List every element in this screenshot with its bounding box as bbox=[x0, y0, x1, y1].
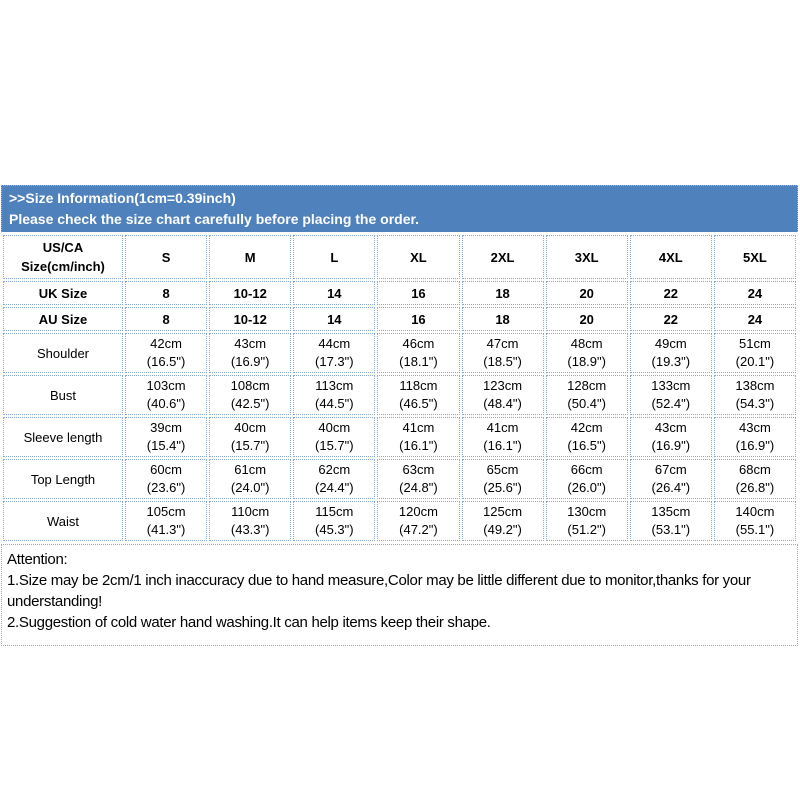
size-number-cell: 20 bbox=[545, 307, 628, 331]
size-chart-sheet: >>Size Information(1cm=0.39inch) Please … bbox=[1, 185, 798, 646]
size-header-cell: L bbox=[293, 235, 376, 279]
measure-value-cell: 41cm (16.1") bbox=[461, 417, 544, 457]
measure-value-cell: 105cm (41.3") bbox=[125, 501, 208, 541]
measure-value-cell: 128cm (50.4") bbox=[545, 375, 628, 415]
uk-size-label-cell: UK Size bbox=[3, 281, 123, 305]
attention-line: understanding! bbox=[7, 593, 103, 610]
measure-value-cell: 48cm (18.9") bbox=[545, 333, 628, 373]
measure-label-cell: Waist bbox=[3, 501, 123, 541]
measure-value-cell: 138cm (54.3") bbox=[713, 375, 796, 415]
measure-value-cell: 125cm (49.2") bbox=[461, 501, 544, 541]
measure-value-cell: 133cm (52.4") bbox=[629, 375, 712, 415]
size-header-cell: 2XL bbox=[461, 235, 544, 279]
measure-value-cell: 43cm (16.9") bbox=[629, 417, 712, 457]
size-info-banner: >>Size Information(1cm=0.39inch) Please … bbox=[1, 185, 798, 232]
measure-value-cell: 67cm (26.4") bbox=[629, 459, 712, 499]
measure-label-cell: Top Length bbox=[3, 459, 123, 499]
measure-label-cell: Sleeve length bbox=[3, 417, 123, 457]
measure-label-cell: Shoulder bbox=[3, 333, 123, 373]
measure-value-cell: 140cm (55.1") bbox=[713, 501, 796, 541]
measure-value-cell: 43cm (16.9") bbox=[713, 417, 796, 457]
size-table: US/CA Size(cm/inch) S M L XL 2XL 3XL 4XL 5XL UK Si… bbox=[1, 233, 798, 543]
size-header-cell: M bbox=[209, 235, 292, 279]
measure-value-cell: 62cm (24.4") bbox=[293, 459, 376, 499]
table-row: US/CA Size(cm/inch) S M L XL 2XL 3XL 4XL 5XL bbox=[3, 235, 796, 279]
measure-value-cell: 41cm (16.1") bbox=[377, 417, 460, 457]
measure-value-cell: 44cm (17.3") bbox=[293, 333, 376, 373]
attention-note: Attention: 1.Size may be 2cm/1 inch inac… bbox=[1, 544, 798, 646]
size-table-body: US/CA Size(cm/inch) S M L XL 2XL 3XL 4XL 5XL UK Si… bbox=[3, 235, 796, 541]
table-row: UK Size 8 10-12 14 16 18 20 22 24 bbox=[3, 281, 796, 305]
measure-value-cell: 103cm (40.6") bbox=[125, 375, 208, 415]
measure-value-cell: 130cm (51.2") bbox=[545, 501, 628, 541]
size-number-cell: 8 bbox=[125, 281, 208, 305]
measure-value-cell: 115cm (45.3") bbox=[293, 501, 376, 541]
size-number-cell: 24 bbox=[713, 307, 796, 331]
size-header-cell: S bbox=[125, 235, 208, 279]
size-number-cell: 8 bbox=[125, 307, 208, 331]
size-number-cell: 14 bbox=[293, 307, 376, 331]
measure-value-cell: 40cm (15.7") bbox=[209, 417, 292, 457]
size-header-cell: 4XL bbox=[629, 235, 712, 279]
table-row: Sleeve length 39cm (15.4") 40cm (15.7") 40cm(… bbox=[3, 417, 796, 457]
measure-value-cell: 47cm (18.5") bbox=[461, 333, 544, 373]
measure-value-cell: 42cm (16.5") bbox=[545, 417, 628, 457]
measure-value-cell: 123cm (48.4") bbox=[461, 375, 544, 415]
measure-value-cell: 113cm (44.5") bbox=[293, 375, 376, 415]
measure-value-cell: 118cm (46.5") bbox=[377, 375, 460, 415]
measure-value-cell: 108cm (42.5") bbox=[209, 375, 292, 415]
size-number-cell: 18 bbox=[461, 307, 544, 331]
size-number-cell: 10-12 bbox=[209, 281, 292, 305]
measure-value-cell: 43cm (16.9") bbox=[209, 333, 292, 373]
measure-value-cell: 49cm (19.3") bbox=[629, 333, 712, 373]
measure-value-cell: 46cm (18.1") bbox=[377, 333, 460, 373]
size-number-cell: 14 bbox=[293, 281, 376, 305]
table-row: AU Size 8 10-12 14 16 18 20 22 24 bbox=[3, 307, 796, 331]
banner-subtitle: Please check the size chart carefully be… bbox=[9, 211, 420, 227]
table-row: Bust 103cm (40.6") 108cm (42.5") 113cm (44.5")… bbox=[3, 375, 796, 415]
attention-line: Attention: bbox=[7, 551, 68, 568]
size-header-cell: XL bbox=[377, 235, 460, 279]
measure-value-cell: 60cm (23.6") bbox=[125, 459, 208, 499]
size-number-cell: 20 bbox=[545, 281, 628, 305]
measure-value-cell: 120cm (47.2") bbox=[377, 501, 460, 541]
table-row: Shoulder 42cm (16.5") 43cm (16.9") 44cm (17.3"… bbox=[3, 333, 796, 373]
size-number-cell: 18 bbox=[461, 281, 544, 305]
size-number-cell: 22 bbox=[629, 307, 712, 331]
size-number-cell: 24 bbox=[713, 281, 796, 305]
size-number-cell: 10-12 bbox=[209, 307, 292, 331]
table-row: Top Length 60cm (23.6") 61cm (24.0") 62cm (24.… bbox=[3, 459, 796, 499]
measure-label-cell: Bust bbox=[3, 375, 123, 415]
measure-value-cell: 61cm (24.0") bbox=[209, 459, 292, 499]
measure-value-cell: 68cm (26.8") bbox=[713, 459, 796, 499]
measure-value-cell: 42cm (16.5") bbox=[125, 333, 208, 373]
attention-line: 2.Suggestion of cold water hand washing.… bbox=[7, 614, 491, 631]
measure-value-cell: 110cm (43.3") bbox=[209, 501, 292, 541]
banner-title: >>Size Information(1cm=0.39inch) bbox=[9, 190, 236, 206]
au-size-label-cell: AU Size bbox=[3, 307, 123, 331]
size-number-cell: 22 bbox=[629, 281, 712, 305]
size-header-cell: 5XL bbox=[713, 235, 796, 279]
measure-value-cell: 65cm (25.6") bbox=[461, 459, 544, 499]
table-row: Waist 105cm (41.3") 110cm (43.3") 115cm (45.3"… bbox=[3, 501, 796, 541]
size-number-cell: 16 bbox=[377, 281, 460, 305]
size-number-cell: 16 bbox=[377, 307, 460, 331]
attention-line: 1.Size may be 2cm/1 inch inaccuracy due … bbox=[7, 572, 751, 589]
measure-value-cell: 39cm (15.4") bbox=[125, 417, 208, 457]
corner-header-cell: US/CA Size(cm/inch) bbox=[3, 235, 123, 279]
measure-value-cell: 63cm (24.8") bbox=[377, 459, 460, 499]
measure-value-cell: 66cm (26.0") bbox=[545, 459, 628, 499]
size-header-cell: 3XL bbox=[545, 235, 628, 279]
measure-value-cell: 40cm (15.7") bbox=[293, 417, 376, 457]
measure-value-cell: 51cm (20.1") bbox=[713, 333, 796, 373]
measure-value-cell: 135cm (53.1") bbox=[629, 501, 712, 541]
